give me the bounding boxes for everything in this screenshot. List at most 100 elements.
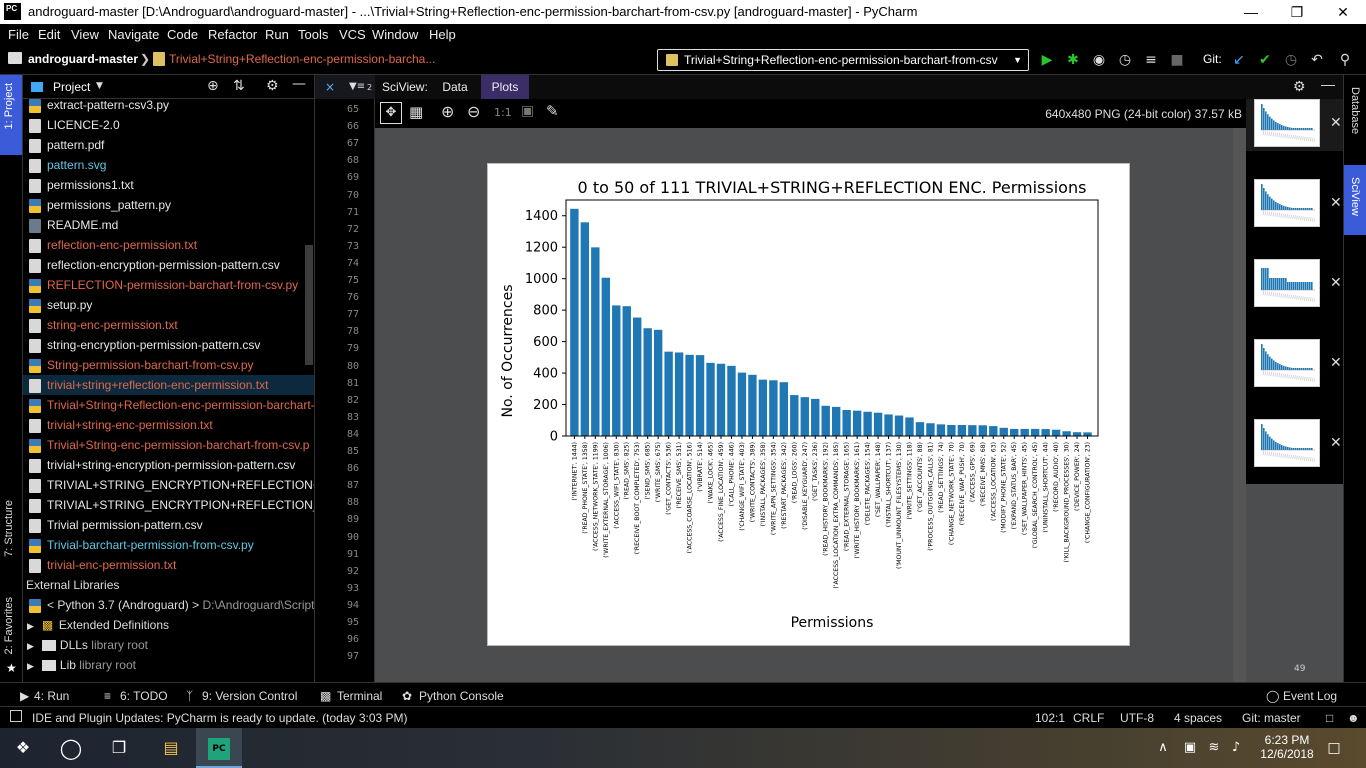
plot-thumbnail[interactable] [1254,99,1320,147]
menu-view[interactable]: View [71,27,99,42]
tree-item[interactable]: pattern.pdf [23,135,314,155]
fit-zoom-icon[interactable]: ✥ [380,102,402,124]
file-encoding[interactable]: UTF-8 [1120,711,1154,725]
tree-item[interactable]: String-permission-barchart-from-csv.py [23,355,314,375]
project-panel-title[interactable]: Project [53,80,91,94]
line-separator[interactable]: CRLF [1073,711,1105,725]
tree-extended-definitions[interactable]: ▶ ▩ Extended Definitions [23,615,314,635]
tree-item[interactable]: trivial+string-enc-permission.txt [23,415,314,435]
tree-lib[interactable]: ▶ Lib library root [23,655,314,675]
project-scrollbar[interactable] [305,245,313,365]
plot-thumbnail[interactable] [1254,339,1320,387]
sciview-hide-icon[interactable]: — [1321,76,1335,92]
tree-item[interactable]: Trivial+String-enc-permission-barchart-f… [23,435,314,455]
tree-item[interactable]: Trivial permission-pattern.csv [23,515,314,535]
file-explorer-icon[interactable]: ▤ [163,738,179,757]
close-thumbnail-icon[interactable]: ✕ [1330,435,1342,451]
tab-sciview[interactable]: SciView [1349,177,1361,216]
plot-thumbnail[interactable] [1254,419,1320,467]
tree-item[interactable]: README.md [23,215,314,235]
tool-event-log[interactable]: Event Log [1283,689,1338,703]
close-thumbnail-icon[interactable]: ✕ [1330,275,1342,291]
minimize-button[interactable]: — [1244,4,1258,20]
settings-gear-icon[interactable]: ⚙ [266,78,279,94]
status-toggle-icon[interactable] [10,710,22,722]
menu-run[interactable]: Run [265,27,289,42]
vcs-commit-icon[interactable]: ✔ [1259,52,1271,68]
run-configuration-dropdown[interactable]: Trivial+String+Reflection-enc-permission… [657,49,1029,71]
background-icon[interactable]: ▣ [521,103,535,119]
concurrency-icon[interactable]: ≡ [1145,52,1157,68]
action-center-icon[interactable]: □ [1327,740,1341,756]
caret-position[interactable]: 102:1 [1035,711,1066,725]
task-view-icon[interactable]: ❐ [111,738,127,757]
search-everywhere-icon[interactable]: ⚲ [1339,52,1351,68]
menu-tools[interactable]: Tools [298,27,329,42]
profile-icon[interactable]: ◷ [1118,52,1132,68]
vcs-history-icon[interactable]: ◷ [1284,52,1298,68]
close-window-button[interactable]: ✕ [1337,4,1349,20]
hide-panel-icon[interactable]: — [292,76,306,92]
breadcrumb-project[interactable]: androguard-master [28,52,139,66]
actual-size-button[interactable]: 1:1 [494,106,512,119]
menu-code[interactable]: Code [167,27,199,42]
lock-icon[interactable]: □ [1326,711,1334,725]
color-picker-icon[interactable]: ✎ [546,102,559,120]
run-icon[interactable]: ▶ [1041,52,1053,68]
collapse-all-icon[interactable]: ⇅ [233,78,245,94]
clock[interactable]: 6:23 PM 12/6/2018 [1252,728,1322,768]
tool-run[interactable]: 4: Run [34,689,70,703]
revert-icon[interactable]: ↶ [1311,52,1323,68]
inspector-icon[interactable]: ☻ [1347,711,1360,725]
menu-refactor[interactable]: Refactor [208,27,258,42]
tab-favorites[interactable]: 2: Favorites [3,597,15,655]
menu-edit[interactable]: Edit [38,27,61,42]
plot-thumbnail[interactable] [1254,259,1320,307]
tab-data[interactable]: Data [442,80,468,94]
tree-item[interactable]: Trivial+String+Reflection-enc-permission… [23,395,314,415]
tab-plots[interactable]: Plots [481,75,529,99]
vcs-update-icon[interactable]: ↙ [1233,52,1245,68]
tree-item[interactable]: Trivial-barchart-permission-from-csv.py [23,535,314,555]
stop-icon[interactable]: ■ [1170,52,1184,68]
wifi-icon[interactable]: ≋ [1208,740,1220,755]
tree-item[interactable]: reflection-encryption-permission-pattern… [23,255,314,275]
tree-item[interactable]: permissions_pattern.py [23,195,314,215]
tree-item[interactable]: trivial+string+reflection-enc-permission… [23,375,314,395]
breadcrumb-file[interactable]: Trivial+String+Reflection-enc-permission… [169,52,436,66]
tree-item[interactable]: reflection-enc-permission.txt [23,235,314,255]
tree-item[interactable]: pattern.svg [23,155,314,175]
tree-item[interactable]: trivial+string-encryption-permission-pat… [23,455,314,475]
tool-version-control[interactable]: 9: Version Control [202,689,298,703]
close-thumbnail-icon[interactable]: ✕ [1330,195,1342,211]
windows-start-icon[interactable]: ❖ [15,738,31,757]
close-editor-tab-icon[interactable]: × [325,80,336,94]
tree-python-sdk[interactable]: < Python 3.7 (Androguard) > D:\Androguar… [23,595,314,615]
plot-thumbnail[interactable] [1254,179,1320,227]
tree-item[interactable]: string-enc-permission.txt [23,315,314,335]
tree-external-libraries[interactable]: External Libraries [23,575,314,595]
tree-item[interactable]: setup.py [23,295,314,315]
tree-item[interactable]: TRIVIAL+STRING_ENCRYTPION+REFLECTION_APK… [23,495,314,515]
maximize-button[interactable]: ❐ [1290,4,1304,20]
menu-window[interactable]: Window [372,27,419,42]
git-branch[interactable]: Git: master [1242,711,1301,725]
tab-database[interactable]: Database [1349,87,1361,135]
tool-terminal[interactable]: Terminal [337,689,383,703]
tree-item[interactable]: TRIVIAL+STRING_ENCRYPTION+REFLECTION+CLA [23,475,314,495]
network-icon[interactable]: ▣ [1183,740,1197,755]
menu-file[interactable]: File [8,27,29,42]
zoom-out-icon[interactable]: ⊖ [467,102,481,121]
menu-navigate[interactable]: Navigate [108,27,160,42]
tab-project[interactable]: 1: Project [3,83,15,130]
close-thumbnail-icon[interactable]: ✕ [1330,355,1342,371]
grid-icon[interactable]: ▦ [409,103,424,121]
zoom-in-icon[interactable]: ⊕ [441,102,455,121]
tree-item[interactable]: string-encryption-permission-pattern.csv [23,335,314,355]
tree-item[interactable]: permissions1.txt [23,175,314,195]
indent-setting[interactable]: 4 spaces [1174,711,1223,725]
tray-chevron-icon[interactable]: ∧ [1158,740,1168,755]
tree-item[interactable]: extract-pattern-csv3.py [23,95,314,115]
tree-item[interactable]: trivial-enc-permission.txt [23,555,314,575]
pycharm-taskbar-icon[interactable]: PC [196,728,242,768]
